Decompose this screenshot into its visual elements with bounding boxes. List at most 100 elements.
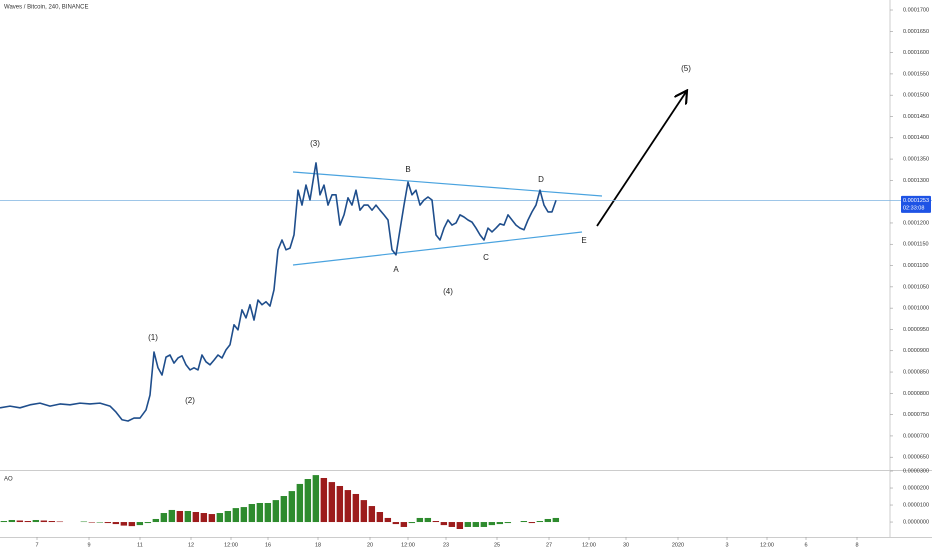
y-tick-label: 0.0001350: [903, 157, 929, 163]
ao-bar: [544, 518, 552, 523]
ao-bar: [144, 522, 152, 524]
ao-bar: [80, 521, 88, 523]
ao-bar: [328, 482, 336, 523]
ao-bar: [192, 512, 200, 523]
y-tick-label: 0.0000950: [903, 327, 929, 333]
wave-label: D: [538, 175, 544, 184]
ao-bar: [480, 522, 488, 527]
ao-bar: [264, 502, 272, 523]
wave-label: (2): [185, 396, 195, 405]
ao-bar: [552, 517, 560, 523]
ao-bar: [536, 521, 544, 523]
ao-bar: [432, 521, 440, 523]
ao-bar: [216, 513, 224, 523]
ao-bar: [360, 500, 368, 523]
ao-bar: [184, 510, 192, 523]
y-tick-label: 0.0001300: [903, 178, 929, 184]
ao-bar: [520, 521, 528, 523]
ao-bar: [296, 483, 304, 523]
x-tick-label: 2020: [672, 542, 684, 548]
x-tick-label: 7: [35, 542, 38, 548]
ao-bar: [176, 510, 184, 523]
ao-bar: [440, 522, 448, 526]
ao-bar: [496, 522, 504, 525]
x-tick-label: 20: [367, 542, 373, 548]
ao-bar: [464, 522, 472, 527]
trendline: [292, 231, 583, 266]
ao-bar: [368, 506, 376, 523]
ao-bar: [248, 504, 256, 523]
x-tick-label: 9: [87, 542, 90, 548]
x-tick-label: 3: [725, 542, 728, 548]
ao-bar: [336, 485, 344, 523]
ao-bar: [376, 512, 384, 523]
wave-label: B: [405, 165, 410, 174]
ao-bar: [472, 522, 480, 527]
x-tick-label: 12:00: [224, 542, 238, 548]
ao-bar: [392, 522, 400, 525]
ao-bar: [120, 522, 128, 526]
ao-bar: [416, 517, 424, 523]
ao-bar: [24, 521, 32, 523]
ao-bar: [352, 493, 360, 523]
wave-label: (5): [681, 64, 691, 73]
arrow: [596, 92, 686, 227]
chart-title: Waves / Bitcoin, 240, BINANCE: [4, 5, 88, 11]
ao-bar: [168, 509, 176, 523]
wave-label: A: [393, 265, 399, 274]
ao-bar: [312, 475, 320, 523]
ao-bar: [104, 522, 112, 524]
price-line: [0, 162, 557, 422]
x-tick-label: 12: [188, 542, 194, 548]
ao-bar: [8, 519, 16, 523]
ao-bar: [56, 521, 64, 523]
ao-bar: [424, 517, 432, 523]
last-price-label: 0.0001253: [903, 198, 929, 204]
ao-bar: [32, 519, 40, 523]
x-tick-label: 12:00: [760, 542, 774, 548]
ao-bar: [408, 522, 416, 524]
y-tick-label: 0.0001650: [903, 29, 929, 35]
ao-bar: [40, 520, 48, 523]
ao-bar: [88, 522, 96, 523]
y-tick-label: 0.0000650: [903, 455, 929, 461]
x-tick-label: 8: [855, 542, 858, 548]
x-tick-label: 6: [804, 542, 807, 548]
y-tick-label: 0.0001100: [903, 263, 929, 269]
ao-bar: [504, 522, 512, 524]
y-tick-label: 0.0000100: [903, 502, 929, 508]
wave-label: (1): [148, 333, 158, 342]
y-tick-label: 0.0001700: [903, 7, 929, 13]
ao-bar: [320, 477, 328, 523]
ao-bar: [160, 513, 168, 523]
wave-label: (3): [310, 139, 320, 148]
y-tick-label: 0.0001600: [903, 50, 929, 56]
ao-bar: [0, 521, 8, 523]
y-tick-label: 0.0001400: [903, 135, 929, 141]
ao-bar: [528, 522, 536, 524]
ao-bar: [488, 522, 496, 526]
ao-bar: [448, 522, 456, 527]
ao-bar: [456, 522, 464, 530]
x-tick-label: 12:00: [582, 542, 596, 548]
ao-bar: [344, 490, 352, 523]
ao-bar: [136, 522, 144, 526]
x-tick-label: 25: [494, 542, 500, 548]
ao-bar: [200, 513, 208, 523]
y-tick-label: 0.0001550: [903, 71, 929, 77]
y-tick-label: 0.0001150: [903, 242, 929, 248]
y-tick-label: 0.0000700: [903, 433, 929, 439]
last-price-box: [901, 195, 931, 213]
ao-bar: [384, 517, 392, 523]
ao-bar: [256, 502, 264, 523]
y-tick-label: 0.0001050: [903, 284, 929, 290]
ao-bar: [280, 496, 288, 523]
ao-bar: [232, 508, 240, 523]
ao-bar: [152, 518, 160, 523]
y-tick-label: 0.0000750: [903, 412, 929, 418]
ao-bar: [208, 514, 216, 523]
ao-bar: [224, 510, 232, 523]
